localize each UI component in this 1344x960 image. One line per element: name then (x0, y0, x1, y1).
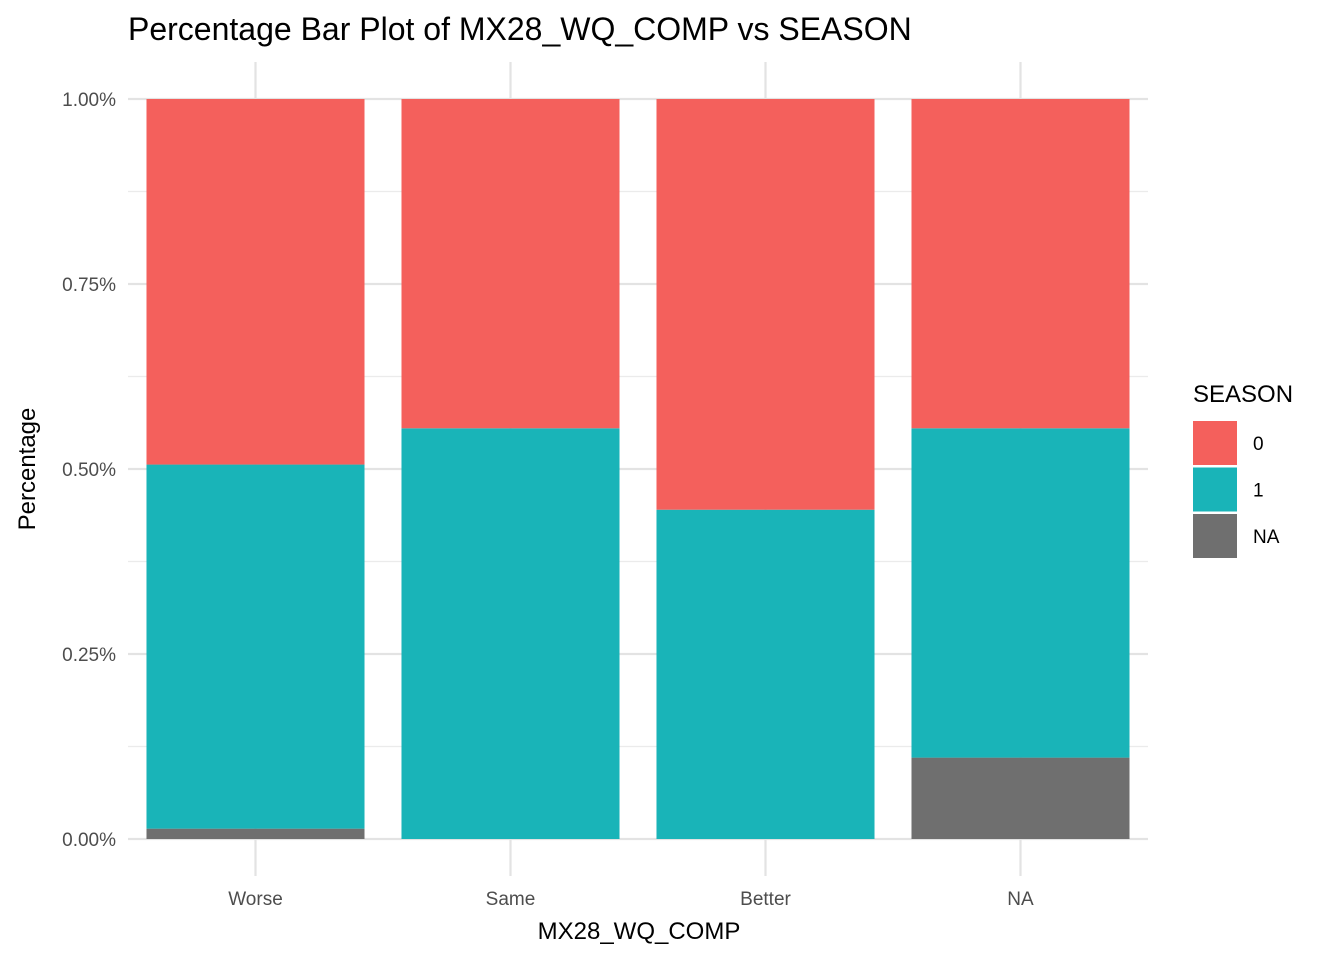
bar-segment (146, 99, 365, 465)
legend-label: NA (1253, 527, 1280, 548)
bar-segment (146, 464, 365, 829)
bar-segment (401, 99, 620, 429)
bars (146, 99, 1130, 839)
bar-segment (911, 757, 1130, 839)
y-tick-label: 0.75% (62, 275, 116, 296)
y-axis-title: Percentage (14, 408, 41, 531)
y-tick-label: 1.00% (62, 90, 116, 111)
x-tick-label: Same (486, 889, 536, 910)
x-axis-title: MX28_WQ_COMP (538, 918, 741, 945)
y-tick-label: 0.50% (62, 460, 116, 481)
bar-segment (911, 99, 1130, 429)
bar-segment (146, 828, 365, 839)
y-tick-label: 0.00% (62, 830, 116, 851)
legend-label: 0 (1253, 434, 1264, 455)
bar-segment (656, 509, 875, 839)
y-tick-label: 0.25% (62, 645, 116, 666)
legend-swatch (1193, 421, 1237, 465)
bar-segment (911, 428, 1130, 758)
x-tick-labels: Worse Same Better NA (228, 889, 1034, 910)
x-tick-label: NA (1007, 889, 1034, 910)
x-tick-label: Better (740, 889, 791, 910)
legend-title: SEASON (1193, 381, 1293, 408)
chart-title: Percentage Bar Plot of MX28_WQ_COMP vs S… (128, 11, 912, 47)
legend-swatch (1193, 467, 1237, 512)
legend: SEASON 0 1 NA (1193, 381, 1293, 558)
legend-label: 1 (1253, 481, 1264, 502)
y-tick-labels: 0.00% 0.25% 0.50% 0.75% 1.00% (62, 90, 116, 851)
bar-segment (401, 428, 620, 839)
bar-segment (656, 99, 875, 510)
legend-swatch (1193, 514, 1237, 558)
x-tick-label: Worse (228, 889, 283, 910)
